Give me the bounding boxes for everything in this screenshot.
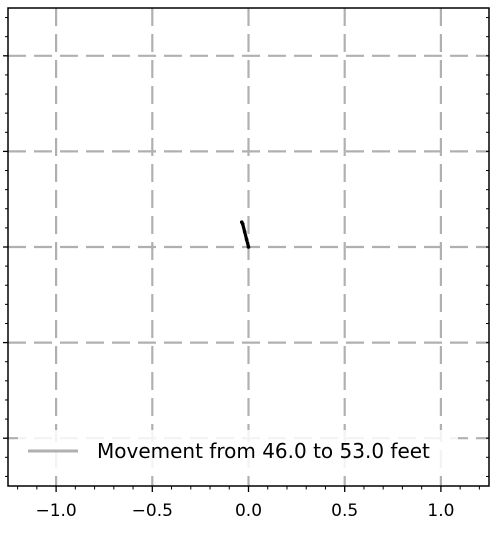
x-tick-label-4: 1.0 (427, 501, 454, 521)
series-point-0-0 (246, 245, 251, 249)
legend: Movement from 46.0 to 53.0 feet (18, 430, 458, 472)
x-tick-label-2: 0.0 (235, 501, 262, 521)
series-layer (239, 220, 251, 249)
x-tick-label-0: −1.0 (35, 501, 76, 521)
legend-box (18, 430, 458, 472)
axes: −1.0 −0.5 0.0 0.5 1.0 (3, 7, 490, 521)
series-point-0-4 (239, 220, 244, 224)
series-point-0-2 (242, 229, 247, 234)
x-tick-label-1: −0.5 (132, 501, 173, 521)
x-tick-label-3: 0.5 (331, 501, 358, 521)
legend-label: Movement from 46.0 to 53.0 feet (97, 439, 430, 463)
series-point-0-1 (244, 237, 249, 242)
